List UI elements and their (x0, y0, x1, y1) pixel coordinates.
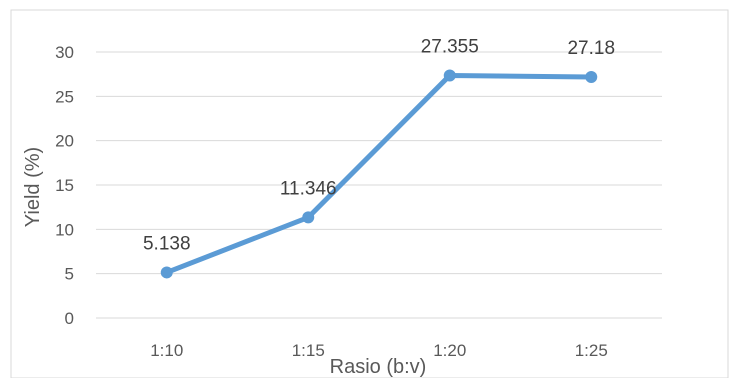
data-label: 11.346 (280, 178, 337, 199)
x-tick-label: 1:20 (433, 341, 466, 360)
data-point (160, 266, 173, 279)
series-line (164, 72, 594, 275)
gridlines (96, 51, 662, 319)
y-tick-label: 25 (55, 87, 74, 106)
y-tick-label: 15 (55, 176, 74, 195)
y-axis-ticks: 0 5 10 15 20 25 30 (55, 43, 74, 328)
y-axis-title: Yield (%) (22, 147, 44, 227)
data-point (443, 69, 456, 82)
y-tick-label: 0 (65, 309, 74, 328)
x-tick-label: 1:15 (292, 341, 325, 360)
data-point (585, 71, 598, 84)
y-tick-label: 5 (65, 265, 74, 284)
x-axis-ticks: 1:10 1:15 1:20 1:25 (150, 341, 608, 360)
data-points (160, 69, 598, 279)
data-labels: 5.138 11.346 27.355 27.18 (143, 36, 615, 254)
y-tick-label: 30 (55, 43, 74, 62)
data-point (302, 211, 315, 224)
data-label: 27.355 (421, 36, 479, 57)
x-axis-title: Rasio (b:v) (330, 356, 427, 378)
x-tick-label: 1:10 (150, 341, 183, 360)
data-label: 27.18 (567, 38, 615, 59)
y-tick-label: 20 (55, 132, 74, 151)
y-tick-label: 10 (55, 220, 74, 239)
chart-frame (10, 9, 729, 378)
data-label: 5.138 (143, 233, 191, 254)
x-tick-label: 1:25 (575, 341, 608, 360)
